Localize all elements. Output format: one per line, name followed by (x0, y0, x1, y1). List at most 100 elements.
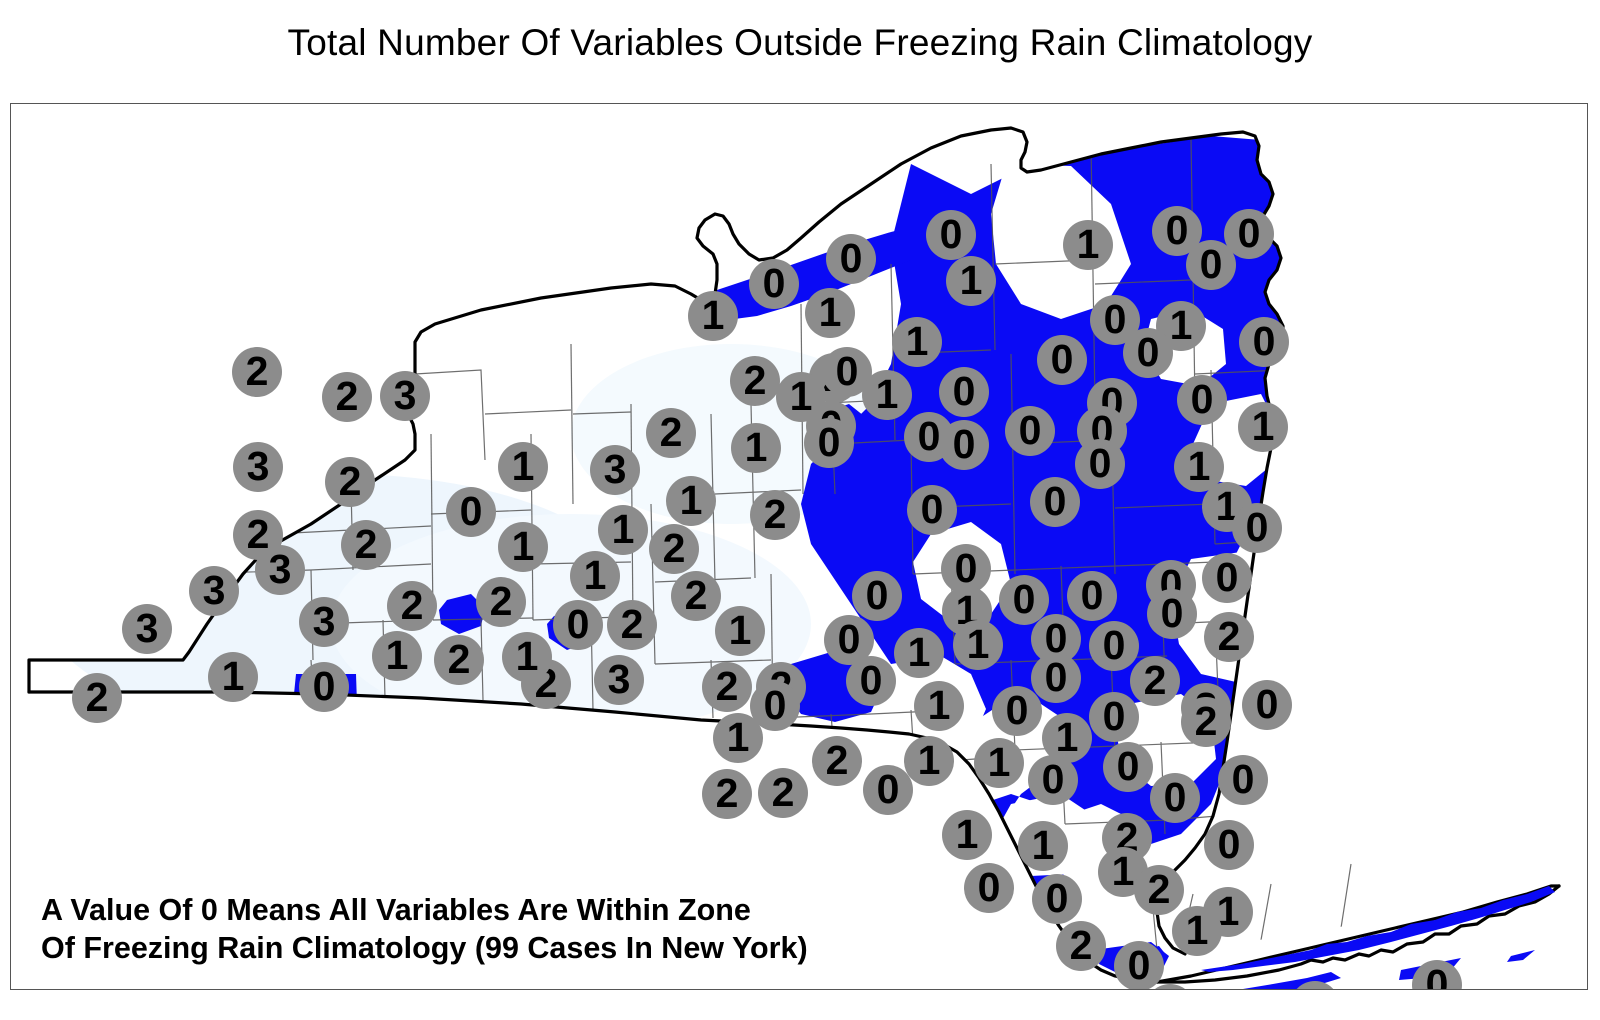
station-marker: 0 (846, 656, 896, 706)
station-marker: 0 (1242, 680, 1292, 730)
station-marker: 0 (1031, 614, 1081, 664)
station-marker: 2 (607, 600, 657, 650)
station-value: 0 (1199, 240, 1223, 287)
station-value: 1 (818, 288, 842, 335)
station-marker: 3 (233, 442, 283, 492)
station-value: 0 (1045, 874, 1069, 921)
station-marker: 0 (863, 765, 913, 815)
station-value: 1 (905, 317, 929, 364)
station-marker: 2 (387, 581, 437, 631)
station-value: 0 (817, 418, 841, 465)
station-marker: 0 (299, 662, 349, 712)
station-value: 3 (268, 545, 292, 592)
station-value: 0 (1127, 941, 1151, 988)
station-value: 0 (1231, 755, 1255, 802)
station-marker: 0 (1037, 335, 1087, 385)
station-value: 1 (875, 370, 899, 417)
station-value: 2 (684, 571, 708, 618)
station-value: 1 (1215, 482, 1239, 529)
station-value: 2 (659, 408, 683, 455)
station-value: 1 (679, 476, 703, 523)
station-value: 0 (1252, 317, 1276, 364)
station-marker: 1 (776, 372, 826, 422)
station-marker: 1 (1238, 402, 1288, 452)
station-value: 3 (246, 442, 270, 489)
station-value: 0 (1102, 621, 1126, 668)
station-marker: 2 (341, 520, 391, 570)
station-marker: 0 (1031, 653, 1081, 703)
station-marker: 0 (1202, 553, 1252, 603)
station-marker: 0 (1089, 621, 1139, 671)
station-marker: 0 (1186, 240, 1236, 290)
station-marker: 1 (570, 551, 620, 601)
station-marker: 1 (208, 652, 258, 702)
station-marker: 1 (942, 810, 992, 860)
station-marker: 0 (1067, 571, 1117, 621)
station-value: 2 (715, 662, 739, 709)
station-value: 0 (1043, 477, 1067, 524)
station-value: 0 (566, 600, 590, 647)
station-marker: 2 (476, 577, 526, 627)
station-value: 1 (1031, 821, 1055, 868)
station-value: 0 (459, 487, 483, 534)
station-value: 0 (1018, 406, 1042, 453)
station-value: 0 (859, 656, 883, 703)
station-marker: 2 (702, 769, 752, 819)
station-marker: 2 (325, 457, 375, 507)
station-value: 0 (876, 765, 900, 812)
station-value: 0 (1255, 680, 1279, 727)
station-value: 2 (400, 581, 424, 628)
station-value: 1 (1304, 984, 1327, 989)
station-value: 1 (726, 713, 750, 760)
station-value: 1 (1187, 442, 1211, 489)
station-marker: 0 (1114, 941, 1164, 989)
station-marker: 0 (852, 571, 902, 621)
station-value: 1 (955, 586, 979, 633)
station-marker: 1 (498, 442, 548, 492)
station-marker: 0 (1147, 589, 1197, 639)
station-marker: 0 (992, 686, 1042, 736)
station-marker: 0 (1232, 503, 1282, 553)
station-value: 2 (338, 457, 362, 504)
station-marker: 2 (646, 408, 696, 458)
station-value: 2 (1194, 697, 1218, 744)
station-marker: 1 (715, 606, 765, 656)
station-value: 0 (1215, 553, 1239, 600)
station-value: 1 (1076, 220, 1100, 267)
station-value: 0 (1190, 375, 1214, 422)
station-value: 0 (1102, 692, 1126, 739)
station-marker: 1 (946, 256, 996, 306)
station-marker: 0 (1224, 209, 1274, 259)
station-marker: 2 (1056, 921, 1106, 971)
station-value: 0 (1050, 335, 1074, 382)
station-marker: 2 (1181, 697, 1231, 747)
station-value: 1 (789, 372, 813, 419)
station-value: 1 (701, 291, 725, 338)
station-marker: 1 (1172, 906, 1222, 956)
station-value: 0 (1044, 614, 1068, 661)
station-value: 1 (927, 681, 951, 728)
station-value: 0 (1237, 209, 1261, 256)
station-marker: 2 (232, 347, 282, 397)
station-marker: 0 (926, 210, 976, 260)
station-marker: 0 (826, 234, 876, 284)
station-marker: 1 (498, 522, 548, 572)
station-marker: 1 (1098, 847, 1148, 897)
station-value: 1 (385, 631, 409, 678)
station-value: 2 (85, 673, 109, 720)
station-marker: 0 (1005, 406, 1055, 456)
station-marker: 1 (1290, 981, 1340, 989)
station-value: 0 (952, 367, 976, 414)
station-marker: 2 (434, 635, 484, 685)
station-value: 0 (1012, 575, 1036, 622)
station-value: 0 (954, 544, 978, 591)
station-marker: 0 (1150, 773, 1200, 823)
station-marker: 0 (749, 259, 799, 309)
station-value: 2 (620, 600, 644, 647)
station-marker: 0 (964, 863, 1014, 913)
station-marker: 1 (914, 681, 964, 731)
station-value: 1 (917, 736, 941, 783)
station-marker: 2 (702, 662, 752, 712)
station-value: 1 (955, 810, 979, 857)
station-marker: 2 (730, 356, 780, 406)
